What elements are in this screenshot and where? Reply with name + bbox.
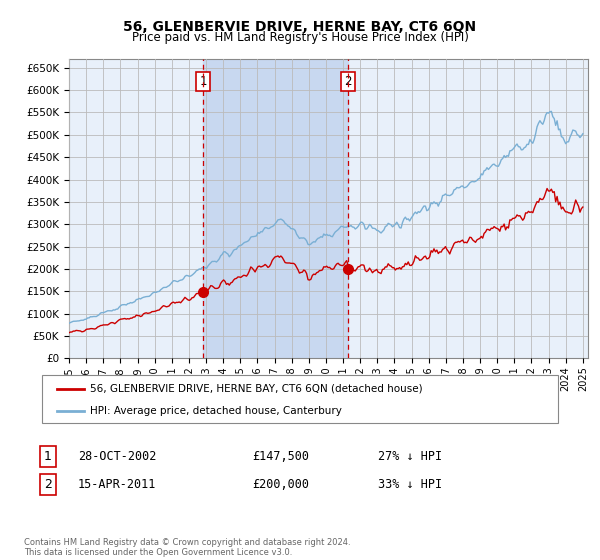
Text: £147,500: £147,500	[252, 450, 309, 463]
Text: 1: 1	[199, 75, 207, 88]
Text: 15-APR-2011: 15-APR-2011	[78, 478, 157, 491]
Bar	[203, 59, 348, 358]
Text: 27% ↓ HPI: 27% ↓ HPI	[378, 450, 442, 463]
Text: 28-OCT-2002: 28-OCT-2002	[78, 450, 157, 463]
Text: 1: 1	[44, 450, 52, 463]
Text: 2: 2	[44, 478, 52, 491]
Text: 56, GLENBERVIE DRIVE, HERNE BAY, CT6 6QN: 56, GLENBERVIE DRIVE, HERNE BAY, CT6 6QN	[124, 20, 476, 34]
Text: 2: 2	[344, 75, 352, 88]
Text: 56, GLENBERVIE DRIVE, HERNE BAY, CT6 6QN (detached house): 56, GLENBERVIE DRIVE, HERNE BAY, CT6 6QN…	[90, 384, 422, 394]
Text: 33% ↓ HPI: 33% ↓ HPI	[378, 478, 442, 491]
Text: Contains HM Land Registry data © Crown copyright and database right 2024.
This d: Contains HM Land Registry data © Crown c…	[24, 538, 350, 557]
Text: HPI: Average price, detached house, Canterbury: HPI: Average price, detached house, Cant…	[90, 406, 342, 416]
Text: £200,000: £200,000	[252, 478, 309, 491]
Text: Price paid vs. HM Land Registry's House Price Index (HPI): Price paid vs. HM Land Registry's House …	[131, 31, 469, 44]
